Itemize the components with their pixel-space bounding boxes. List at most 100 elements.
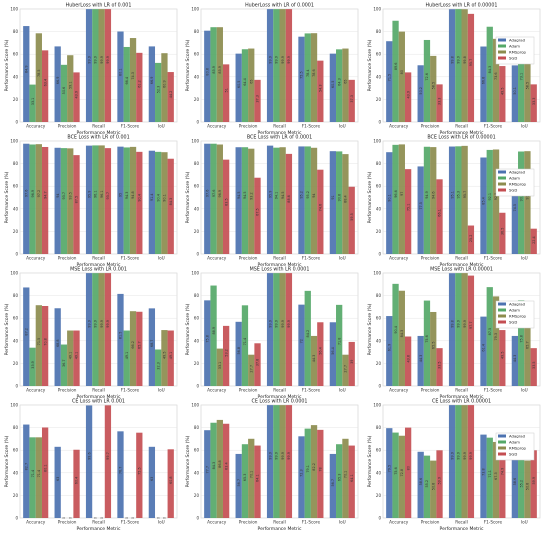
bar-rmsprop bbox=[279, 405, 286, 518]
x-tick-label: F1-Score bbox=[484, 388, 503, 393]
y-tick-label: 40 bbox=[376, 74, 382, 79]
legend-swatch-rmsprop bbox=[498, 314, 506, 318]
bar-sgd bbox=[167, 72, 174, 122]
bar-adagrad bbox=[448, 405, 456, 518]
bar-adagrad bbox=[23, 287, 30, 386]
bar-adagrad bbox=[266, 273, 274, 386]
legend-swatch-adam bbox=[498, 44, 506, 48]
bar-value-label: 50.8 bbox=[431, 483, 435, 491]
legend-swatch-rmsprop bbox=[498, 50, 506, 54]
bar-value-label: 96.1 bbox=[100, 190, 104, 198]
x-tick-label: Accuracy bbox=[207, 388, 227, 393]
x-tick-label: Recall bbox=[92, 256, 105, 261]
bar-value-label: 84.3 bbox=[169, 198, 173, 206]
bar-value-label: 99.7 bbox=[106, 452, 110, 460]
y-tick-label: 100 bbox=[191, 139, 199, 144]
bar-sgd bbox=[254, 177, 261, 254]
bar-sgd bbox=[530, 348, 537, 386]
bar-rmsprop bbox=[35, 305, 42, 386]
legend-swatch-adagrad bbox=[498, 302, 506, 306]
bar-adam bbox=[241, 49, 249, 123]
bar-value-label: 99.8 bbox=[463, 56, 467, 64]
bar-value-label: 56.7 bbox=[237, 479, 241, 487]
x-tick-label: F1-Score bbox=[302, 124, 321, 129]
x-tick-label: F1-Score bbox=[121, 388, 140, 393]
bar-sgd bbox=[404, 169, 412, 254]
chart-title: HuberLoss with LR of 0.001 bbox=[66, 3, 132, 9]
bar-value-label: 56.7 bbox=[331, 479, 335, 487]
x-tick-label: Recall bbox=[455, 388, 468, 393]
bar-adam bbox=[304, 290, 311, 386]
bar-value-label: 78.5 bbox=[37, 69, 41, 77]
bar-value-label: 97.6 bbox=[205, 190, 209, 198]
bar-value-label: 68.7 bbox=[150, 340, 154, 348]
bar-value-label: 55.2 bbox=[519, 480, 523, 488]
legend-swatch-adagrad bbox=[498, 38, 506, 42]
bar-value-label: 0 bbox=[94, 517, 98, 519]
bar-rmsprop bbox=[524, 311, 531, 386]
bar-rmsprop bbox=[430, 460, 437, 518]
bar-adam bbox=[392, 144, 399, 254]
y-tick-label: 60 bbox=[376, 52, 382, 57]
y-tick-label: 60 bbox=[376, 448, 382, 453]
x-tick-label: IoU bbox=[158, 256, 165, 261]
bar-value-label: 63 bbox=[150, 477, 154, 481]
bar-adam bbox=[29, 144, 36, 254]
bar-adam bbox=[304, 428, 311, 518]
bar-value-label: 82.7 bbox=[24, 463, 28, 471]
bar-value-label: 95.1 bbox=[450, 191, 454, 199]
bar-value-label: 90.7 bbox=[519, 194, 523, 202]
bar-value-label: 99.9 bbox=[275, 320, 279, 328]
bar-value-label: 43.9 bbox=[406, 91, 410, 99]
bar-adagrad bbox=[448, 9, 456, 123]
x-tick-label: Accuracy bbox=[26, 520, 46, 525]
y-tick-label: 80 bbox=[194, 293, 200, 298]
y-axis-label: Performance Score (%) bbox=[185, 435, 191, 487]
bar-value-label: 99.9 bbox=[268, 320, 272, 328]
y-tick-label: 40 bbox=[194, 74, 200, 79]
bar-rmsprop bbox=[248, 438, 255, 518]
bar-adagrad bbox=[235, 453, 242, 518]
y-tick-label: 20 bbox=[376, 229, 382, 234]
bar-rmsprop bbox=[279, 273, 286, 386]
x-tick-label: Accuracy bbox=[26, 388, 46, 393]
bar-value-label: 39 bbox=[350, 360, 354, 364]
bar-rmsprop bbox=[398, 144, 405, 254]
bar-value-label: 65.3 bbox=[337, 474, 341, 482]
bar-value-label: 95 bbox=[119, 193, 123, 197]
x-tick-label: Precision bbox=[421, 124, 440, 129]
bar-value-label: 71.4 bbox=[31, 470, 35, 478]
bar-value-label: 43.9 bbox=[75, 91, 79, 99]
bar-value-label: 94.8 bbox=[131, 191, 135, 199]
bar-adagrad bbox=[329, 53, 337, 123]
bar-value-label: 76.7 bbox=[119, 467, 123, 475]
bar-value-label: 37.8 bbox=[256, 359, 260, 367]
bar-adagrad bbox=[480, 316, 487, 386]
x-tick-label: IoU bbox=[339, 256, 346, 261]
bar-value-label: 90.4 bbox=[394, 326, 398, 334]
bar-rmsprop bbox=[398, 31, 405, 123]
y-tick-label: 20 bbox=[13, 361, 19, 366]
bar-value-label: 99.9 bbox=[106, 320, 110, 328]
bar-adam bbox=[210, 27, 217, 122]
y-tick-label: 0 bbox=[378, 384, 381, 389]
chart-title: BCE Loss with LR of 0.0001 bbox=[247, 135, 312, 141]
bar-sgd bbox=[317, 60, 324, 122]
bar-value-label: 95.7 bbox=[469, 59, 473, 67]
bar-sgd bbox=[348, 186, 355, 254]
bar-value-label: 64.4 bbox=[243, 78, 247, 86]
bar-adagrad bbox=[117, 31, 124, 122]
bar-adagrad bbox=[417, 65, 424, 122]
bar-value-label: 66.4 bbox=[125, 77, 129, 85]
bar-adagrad bbox=[85, 145, 93, 254]
bar-value-label: 49.5 bbox=[501, 87, 505, 95]
x-tick-label: IoU bbox=[521, 256, 528, 261]
bar-sgd bbox=[530, 450, 537, 518]
y-tick-label: 20 bbox=[13, 97, 19, 102]
bar-value-label: 94.3 bbox=[125, 192, 129, 200]
bar-value-label: 99.9 bbox=[450, 452, 454, 460]
legend-label: RMSprop bbox=[509, 182, 527, 187]
bar-value-label: 97.6 bbox=[212, 190, 216, 198]
y-tick-label: 20 bbox=[194, 229, 200, 234]
y-tick-label: 40 bbox=[194, 338, 200, 343]
